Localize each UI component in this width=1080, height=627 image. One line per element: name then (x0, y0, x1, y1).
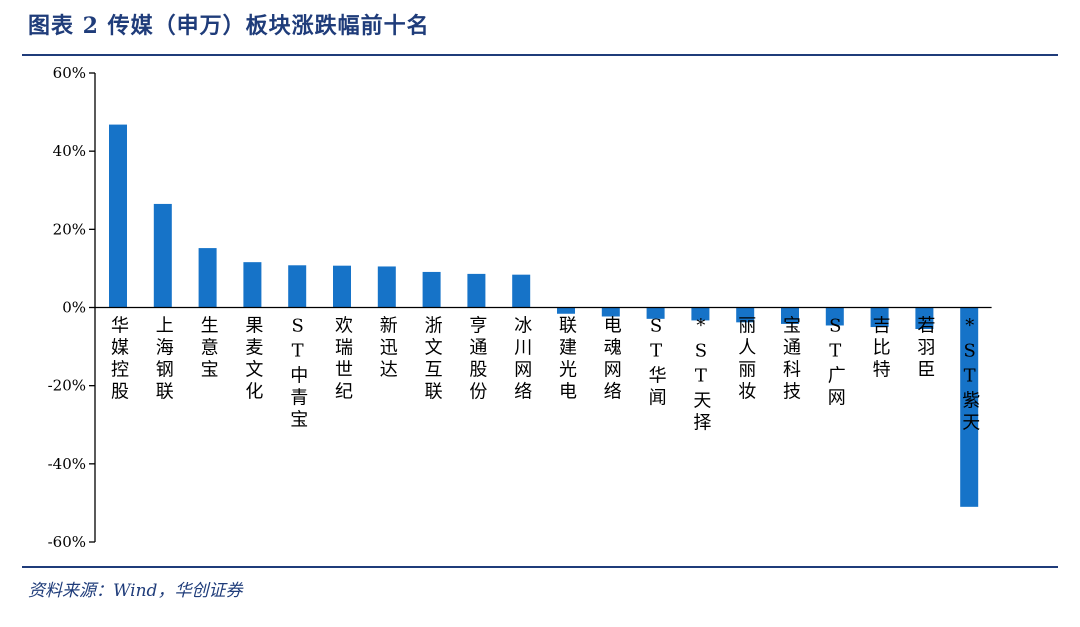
bars (95, 124, 992, 507)
y-tick-label: 40% (53, 142, 86, 160)
y-axis: 60% 40% 20% 0% -20% -40% -60% (48, 64, 96, 551)
bar (691, 307, 710, 321)
category-label: *ST天择 (690, 316, 711, 435)
category-label: 华媒控股 (108, 315, 129, 403)
category-label: 丽人丽妆 (735, 316, 756, 404)
bar (781, 307, 799, 324)
y-tick-label: 0% (62, 299, 86, 317)
bottom-rule (22, 566, 1058, 568)
bar (960, 307, 979, 507)
bar (557, 307, 575, 314)
bar (512, 274, 531, 308)
bar (153, 203, 172, 308)
category-label: 若羽臣 (914, 315, 935, 381)
category-labels: 华媒控股 上海钢联 生意宝 果麦文化 ST中青宝 欢瑞世纪 新迅达 浙文互联 亨通股份 冰川网络 联… (108, 315, 980, 434)
top-rule (22, 54, 1058, 56)
category-label: 联建光电 (556, 315, 577, 403)
category-label: ST广网 (825, 316, 846, 410)
y-tick-label: 60% (53, 64, 86, 82)
category-label: 果麦文化 (242, 316, 263, 404)
bar (601, 307, 620, 317)
bar (646, 307, 665, 319)
y-tick-label: -60% (48, 533, 86, 551)
bar (870, 307, 889, 328)
bar (198, 248, 217, 308)
category-label: 欢瑞世纪 (332, 315, 353, 403)
chart-title: 图表 2 传媒（申万）板块涨跌幅前十名 (28, 13, 430, 39)
source-note: 资料来源：Wind，华创证券 (28, 581, 243, 601)
category-label: 亨通股份 (466, 315, 487, 403)
category-label: 吉比特 (870, 315, 891, 381)
category-label: 生意宝 (198, 315, 219, 381)
bar (109, 124, 127, 308)
bar (288, 265, 307, 308)
bar (825, 307, 844, 326)
category-label: 宝通科技 (780, 315, 801, 403)
bar (243, 262, 262, 308)
category-label: ST中青宝 (287, 316, 308, 432)
bar (736, 307, 755, 323)
y-tick-label: 20% (53, 220, 86, 238)
category-label: 电魂网络 (601, 315, 622, 403)
category-label: 新迅达 (377, 315, 398, 381)
bar-chart: 60% 40% 20% 0% -20% -40% -60% 华媒控股 上海钢联 生意宝 果麦文化 S… (48, 64, 992, 551)
bar (333, 265, 351, 308)
category-label: 冰川网络 (511, 315, 532, 403)
bar (915, 307, 934, 329)
category-label: 浙文互联 (422, 315, 443, 403)
y-tick-label: -20% (48, 377, 86, 395)
bar (377, 266, 396, 308)
category-label: 上海钢联 (153, 315, 174, 403)
bar (422, 271, 441, 308)
category-label: ST华闻 (646, 316, 667, 410)
category-label: *ST紫天 (959, 316, 980, 435)
bar (467, 273, 486, 308)
y-tick-label: -40% (48, 455, 86, 473)
